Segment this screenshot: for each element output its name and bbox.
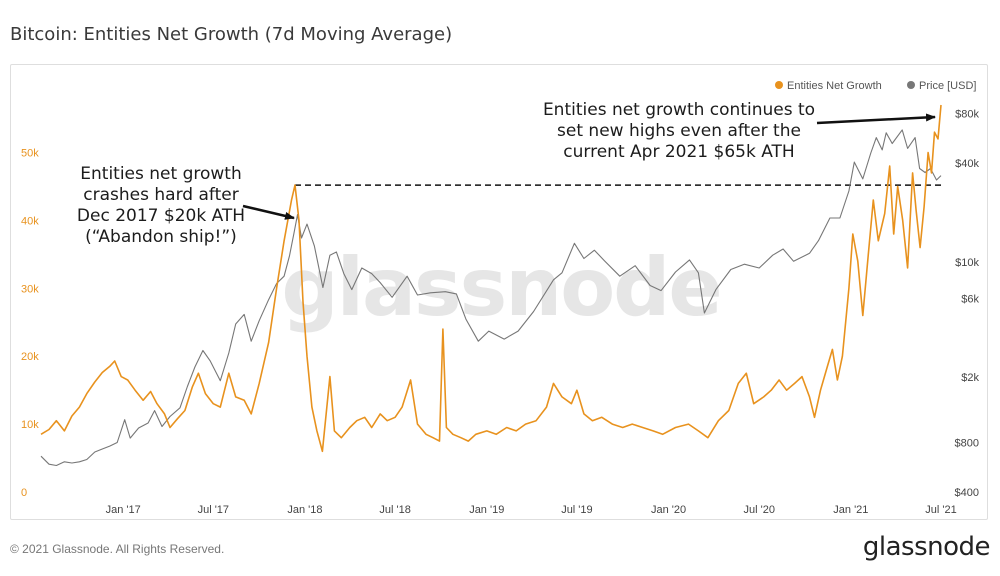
y-right-tick-label: $80k [955, 108, 979, 120]
y-right-tick-label: $2k [961, 372, 979, 384]
x-tick-label: Jan '17 [106, 504, 141, 516]
x-tick-label: Jan '19 [469, 504, 504, 516]
y-left-tick-label: 10k [21, 419, 39, 431]
annotation-dec2017-line: crashes hard after [83, 185, 238, 205]
annotation-apr2021-line: set new highs even after the [557, 121, 801, 141]
y-left-tick-label: 0 [21, 487, 27, 499]
y-right-tick-label: $800 [955, 437, 979, 449]
legend-entities-net-growth[interactable]: Entities Net Growth [787, 80, 882, 92]
x-tick-label: Jul '19 [561, 504, 592, 516]
annotation-dec2017-line: (“Abandon ship!”) [85, 227, 237, 247]
chart-frame: glassnode Jan '17 Jul '17 Jan '18 Jul '18 Ja… [10, 64, 988, 520]
y-right-tick-label: $6k [961, 294, 979, 306]
x-tick-label: Jan '20 [651, 504, 686, 516]
x-tick-label: Jul '21 [925, 504, 956, 516]
annotation-apr2021-line: Entities net growth continues to [543, 100, 815, 120]
annotation-dec2017-line: Entities net growth [80, 164, 241, 184]
price-usd-line [40, 129, 942, 467]
entities-net-growth-line [40, 104, 942, 453]
y-right-tick-label: $40k [955, 158, 979, 170]
y-right-tick-label: $10k [955, 257, 979, 269]
y-left-tick-label: 40k [21, 215, 39, 227]
annotation-apr2021-line: current Apr 2021 $65k ATH [563, 142, 794, 162]
x-tick-label: Jul '18 [379, 504, 410, 516]
entities-growth-chart: glassnode Jan '17 Jul '17 Jan '18 Jul '18 Ja… [21, 80, 979, 516]
y-left-tick-label: 20k [21, 351, 39, 363]
watermark: glassnode [281, 241, 720, 334]
x-tick-label: Jan '18 [287, 504, 322, 516]
x-tick-label: Jul '20 [743, 504, 774, 516]
x-tick-label: Jan '21 [833, 504, 868, 516]
y-right-tick-label: $400 [955, 487, 979, 499]
x-tick-label: Jul '17 [198, 504, 229, 516]
legend-price-usd[interactable]: Price [USD] [919, 80, 976, 92]
glassnode-logo[interactable]: glassnode [862, 532, 991, 562]
arrow-to-dec2017-peak [242, 204, 295, 220]
legend-entities-net-growth-dot [775, 81, 783, 89]
page-title: Bitcoin: Entities Net Growth (7d Moving … [10, 24, 453, 45]
copyright-text: © 2021 Glassnode. All Rights Reserved. [10, 542, 225, 556]
legend-price-usd-dot [907, 81, 915, 89]
y-left-tick-label: 50k [21, 148, 39, 160]
y-left-tick-label: 30k [21, 283, 39, 295]
arrow-to-2021-high [816, 113, 936, 125]
annotation-dec2017-line: Dec 2017 $20k ATH [77, 206, 245, 226]
